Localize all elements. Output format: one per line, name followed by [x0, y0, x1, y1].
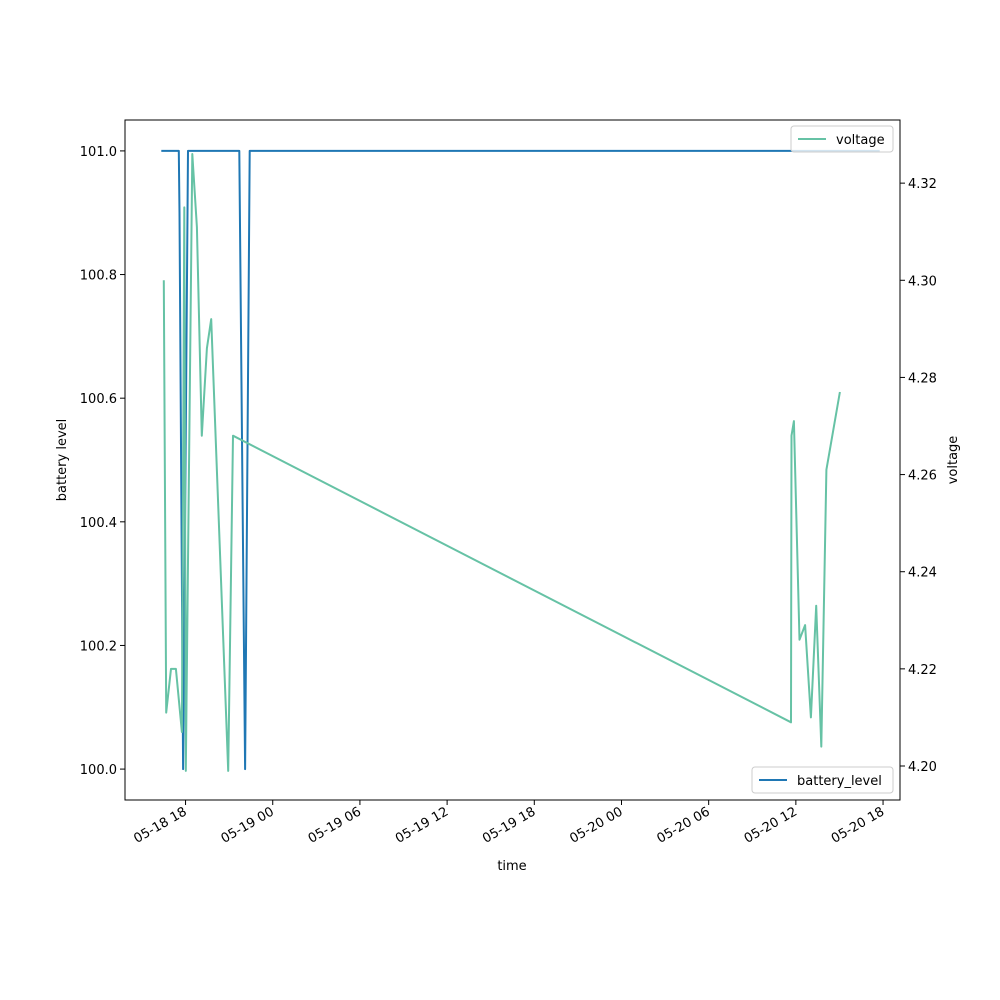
x-tick-label: 05-19 12	[393, 804, 451, 846]
x-axis: 05-18 18 05-19 00 05-19 06 05-19 12 05-19 18…	[131, 800, 887, 847]
x-tick-label: 05-19 06	[306, 804, 364, 846]
x-tick-label: 05-19 18	[480, 804, 538, 846]
legend-battery-level-box	[751, 766, 894, 794]
legend-battery-level: battery_level	[751, 766, 894, 794]
y-left-tick-label: 100.0	[80, 763, 117, 778]
y-right-tick-label: 4.28	[908, 371, 937, 386]
y-left-tick-label: 100.2	[80, 639, 117, 654]
legend-battery-level-label: battery_level	[797, 774, 882, 789]
legend-voltage: voltage	[790, 125, 894, 153]
y-right-tick-label: 4.32	[908, 177, 937, 192]
y-axis-right: 4.20 4.22 4.24 4.26 4.28 4.30 4.32	[900, 177, 937, 775]
series-line-voltage	[162, 153, 841, 772]
y-right-tick-label: 4.26	[908, 469, 937, 484]
x-axis-label: time	[497, 859, 526, 874]
plot-area	[125, 120, 900, 800]
x-tick-label: 05-20 18	[829, 804, 887, 846]
x-tick-label: 05-20 00	[567, 804, 625, 846]
series-line-battery-level	[161, 149, 880, 771]
legend-voltage-label: voltage	[836, 133, 885, 148]
series-layer	[161, 149, 880, 772]
y-right-tick-label: 4.24	[908, 566, 937, 581]
x-tick-label: 05-18 18	[131, 804, 189, 846]
x-tick-label: 05-20 06	[655, 804, 713, 846]
legend-voltage-box	[790, 125, 894, 153]
y-left-tick-label: 101.0	[80, 145, 117, 160]
y-right-tick-label: 4.20	[908, 760, 937, 775]
y-axis-left-label: battery level	[55, 419, 70, 502]
y-left-tick-label: 100.6	[80, 392, 117, 407]
x-tick-label: 05-20 12	[742, 804, 800, 846]
y-right-tick-label: 4.22	[908, 663, 937, 678]
y-axis-right-label: voltage	[946, 436, 961, 485]
x-tick-label: 05-19 00	[219, 804, 277, 846]
y-left-tick-label: 100.4	[80, 516, 117, 531]
y-left-tick-label: 100.8	[80, 269, 117, 284]
plot-frame	[124, 119, 901, 801]
y-axis-left: 100.0 100.2 100.4 100.6 100.8 101.0	[80, 145, 125, 778]
y-right-tick-label: 4.30	[908, 274, 937, 289]
